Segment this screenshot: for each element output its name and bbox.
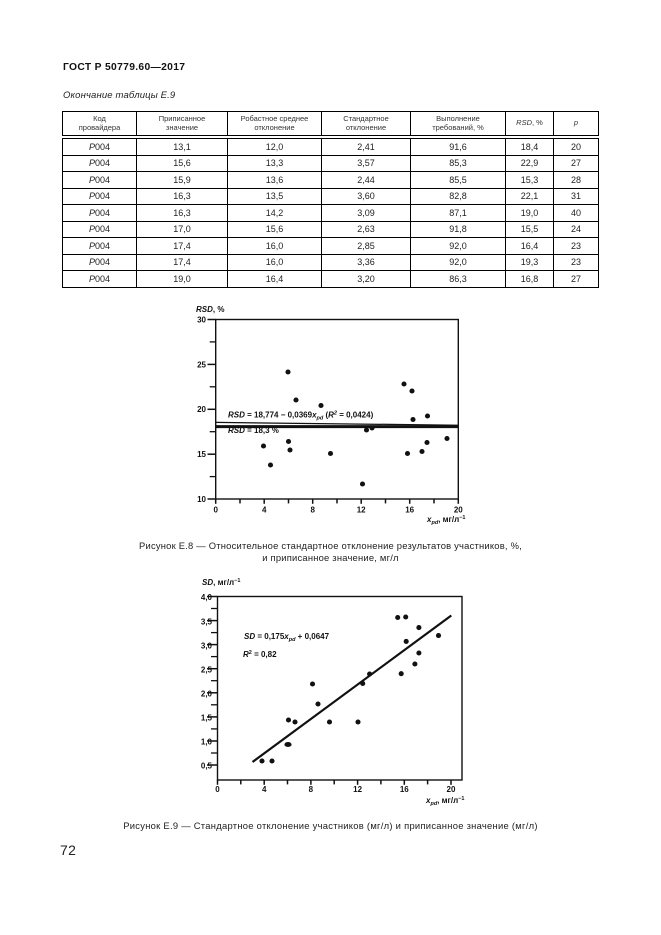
- svg-text:10: 10: [197, 495, 206, 504]
- svg-text:15: 15: [197, 450, 206, 459]
- svg-text:8: 8: [309, 785, 314, 794]
- svg-text:12: 12: [357, 505, 366, 514]
- svg-text:16: 16: [405, 505, 414, 514]
- svg-text:30: 30: [197, 315, 206, 324]
- svg-text:1,5: 1,5: [201, 714, 213, 723]
- svg-text:20: 20: [197, 405, 206, 414]
- svg-text:R2 = 0,82: R2 = 0,82: [243, 650, 277, 659]
- svg-text:25: 25: [197, 360, 206, 369]
- svg-text:2,0: 2,0: [201, 690, 213, 699]
- svg-text:3,0: 3,0: [201, 641, 213, 650]
- svg-text:xpd, мг/л−1: xpd, мг/л−1: [425, 796, 464, 807]
- svg-text:1,0: 1,0: [201, 738, 213, 747]
- svg-text:20: 20: [447, 785, 456, 794]
- svg-text:16: 16: [400, 785, 409, 794]
- svg-text:0: 0: [215, 785, 220, 794]
- svg-text:12: 12: [353, 785, 362, 794]
- svg-text:RSD = 18,3 %: RSD = 18,3 %: [228, 426, 279, 435]
- svg-text:4: 4: [262, 785, 267, 794]
- svg-text:20: 20: [454, 505, 463, 514]
- svg-text:SD, мг/л−1: SD, мг/л−1: [202, 578, 240, 587]
- svg-text:4: 4: [262, 505, 267, 514]
- svg-text:4,0: 4,0: [201, 593, 213, 602]
- svg-text:xpd, мг/л−1: xpd, мг/л−1: [426, 515, 465, 526]
- svg-text:0: 0: [213, 505, 218, 514]
- svg-text:8: 8: [310, 505, 315, 514]
- svg-text:RSD, %: RSD, %: [196, 305, 224, 314]
- svg-text:RSD = 18,774 − 0,0369xpd (R2 =: RSD = 18,774 − 0,0369xpd (R2 = 0,0424): [228, 411, 374, 422]
- svg-text:0,5: 0,5: [201, 762, 213, 771]
- svg-text:2,5: 2,5: [201, 665, 213, 674]
- svg-text:3,5: 3,5: [201, 617, 213, 626]
- svg-text:SD = 0,175xpd + 0,0647: SD = 0,175xpd + 0,0647: [244, 632, 330, 643]
